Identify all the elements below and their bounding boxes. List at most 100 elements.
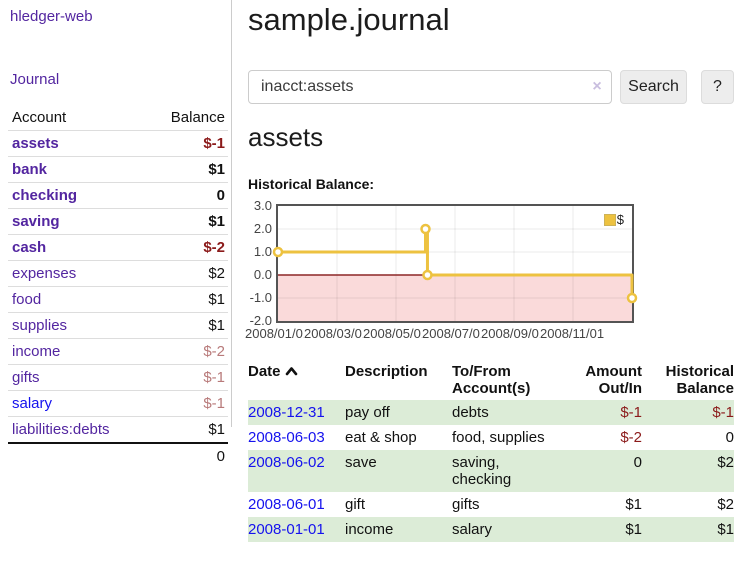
x-tick-label: 2008/07/01	[422, 326, 481, 341]
accounts-column-header: To/From Account(s)	[452, 363, 531, 397]
register-row: 2008-06-02 save saving, checking 0 $2	[248, 450, 734, 492]
legend-swatch-icon	[603, 214, 616, 226]
date-column-header[interactable]: Date	[248, 360, 345, 400]
x-tick-label: 2008/11/01	[540, 326, 605, 341]
clear-search-icon[interactable]: ×	[592, 78, 602, 95]
account-row: checking 0	[8, 182, 228, 209]
historical-balance-chart: 3.0 2.0 1.0 0.0 -1.0 -2.0 $ 2008/01/01 2008/03…	[245, 197, 742, 347]
transaction-accounts: salary	[452, 517, 572, 542]
accounts-total-row: 0	[8, 442, 228, 469]
chart-title: Historical Balance:	[248, 176, 375, 192]
transaction-amount: $-1	[572, 400, 642, 425]
transaction-balance: $2	[717, 496, 734, 513]
account-link-salary[interactable]: salary	[12, 395, 53, 412]
account-link-income[interactable]: income	[12, 343, 61, 360]
transaction-date-link[interactable]: 2008-06-01	[248, 496, 325, 513]
transaction-amount: $1	[625, 496, 642, 513]
account-balance: $-1	[146, 130, 228, 157]
account-balance: $1	[146, 312, 228, 339]
account-row: gifts $-1	[8, 364, 228, 391]
search-form: × Search ?	[248, 70, 742, 104]
transaction-accounts: saving, checking	[452, 450, 572, 492]
account-link-saving[interactable]: saving	[12, 213, 60, 230]
y-tick-label: 0.0	[253, 267, 272, 282]
sidebar: hledger-web Journal Account Balance asse…	[0, 0, 232, 469]
account-link-cash[interactable]: cash	[12, 239, 47, 256]
account-heading: assets	[248, 122, 324, 152]
transaction-date-link[interactable]: 2008-06-02	[248, 454, 325, 471]
legend-label: $	[616, 212, 624, 227]
register-table: Date Description To/From Account(s) Amoun…	[248, 360, 734, 542]
account-balance: $1	[146, 208, 228, 235]
accounts-header-row: Account Balance	[8, 105, 228, 131]
sort-ascending-icon	[285, 367, 297, 376]
help-button[interactable]: ?	[701, 70, 734, 104]
account-link-liabilities-debts[interactable]: liabilities:debts	[12, 421, 110, 438]
transaction-accounts: debts	[452, 400, 572, 425]
y-tick-label: -2.0	[249, 313, 272, 328]
sidebar-item-journal[interactable]: Journal	[10, 71, 60, 88]
account-balance: $-2	[146, 338, 228, 365]
x-tick-label: 2008/03/01	[304, 326, 363, 341]
register-row: 2008-06-01 gift gifts $1 $2	[248, 492, 734, 517]
register-header-row: Date Description To/From Account(s) Amoun…	[248, 360, 734, 400]
account-row: liabilities:debts $1	[8, 416, 228, 443]
x-tick-label: 2008/01/01	[245, 326, 304, 341]
brand-link[interactable]: hledger-web	[10, 8, 93, 25]
account-link-food[interactable]: food	[12, 291, 42, 308]
account-link-assets[interactable]: assets	[12, 135, 59, 152]
account-row: income $-2	[8, 338, 228, 365]
transaction-accounts: food, supplies	[452, 429, 545, 446]
y-tick-label: 1.0	[253, 244, 272, 259]
account-balance: $-1	[146, 390, 228, 417]
transaction-amount: 0	[572, 450, 642, 492]
chart-plot-area: $	[272, 204, 638, 323]
transaction-balance: $1	[642, 517, 734, 542]
balance-column-header: Balance	[170, 109, 225, 126]
transaction-balance: 0	[725, 429, 734, 446]
account-link-supplies[interactable]: supplies	[12, 317, 68, 334]
account-balance: $1	[146, 416, 228, 443]
account-row: bank $1	[8, 156, 228, 183]
transaction-description: eat & shop	[345, 429, 417, 446]
main-content: sample.journal × Search ? assets Histori…	[245, 0, 742, 582]
transaction-amount: $1	[572, 517, 642, 542]
register-row: 2008-01-01 income salary $1 $1	[248, 517, 734, 542]
account-balance: $-2	[146, 234, 228, 261]
transaction-date-link[interactable]: 2008-06-03	[248, 429, 325, 446]
accounts-total-value: 0	[146, 442, 228, 469]
balance-column-header: Historical Balance	[665, 363, 734, 397]
account-row: saving $1	[8, 208, 228, 235]
transaction-date-link[interactable]: 2008-01-01	[248, 521, 325, 538]
account-balance: $1	[146, 286, 228, 313]
transaction-description: save	[345, 450, 452, 492]
transaction-balance: $2	[642, 450, 734, 492]
transaction-amount: $-2	[620, 429, 642, 446]
accounts-table: Account Balance assets $-1 bank $1 check…	[8, 105, 228, 469]
account-row: salary $-1	[8, 390, 228, 417]
account-link-checking[interactable]: checking	[12, 187, 78, 204]
account-link-bank[interactable]: bank	[12, 161, 48, 178]
register-row: 2008-06-03 eat & shop food, supplies $-2…	[248, 425, 734, 450]
search-input[interactable]	[248, 70, 612, 104]
y-tick-label: 2.0	[253, 221, 272, 236]
transaction-accounts: gifts	[452, 496, 480, 513]
amount-column-header: Amount Out/In	[585, 363, 642, 397]
transaction-date-link[interactable]: 2008-12-31	[248, 404, 325, 421]
chart-canvas	[272, 206, 638, 321]
transaction-balance: $-1	[642, 400, 734, 425]
account-link-expenses[interactable]: expenses	[12, 265, 77, 282]
chart-legend: $	[603, 211, 624, 227]
account-row: assets $-1	[8, 130, 228, 157]
account-link-gifts[interactable]: gifts	[12, 369, 40, 386]
account-balance: 0	[146, 182, 228, 209]
transaction-description: gift	[345, 496, 366, 513]
date-header-label: Date	[248, 363, 281, 380]
account-balance: $-1	[146, 364, 228, 391]
account-row: food $1	[8, 286, 228, 313]
register-row: 2008-12-31 pay off debts $-1 $-1	[248, 400, 734, 425]
y-tick-label: 3.0	[253, 198, 272, 213]
x-tick-label: 2008/09/01	[481, 326, 540, 341]
search-button[interactable]: Search	[620, 70, 687, 104]
y-tick-label: -1.0	[249, 290, 272, 305]
